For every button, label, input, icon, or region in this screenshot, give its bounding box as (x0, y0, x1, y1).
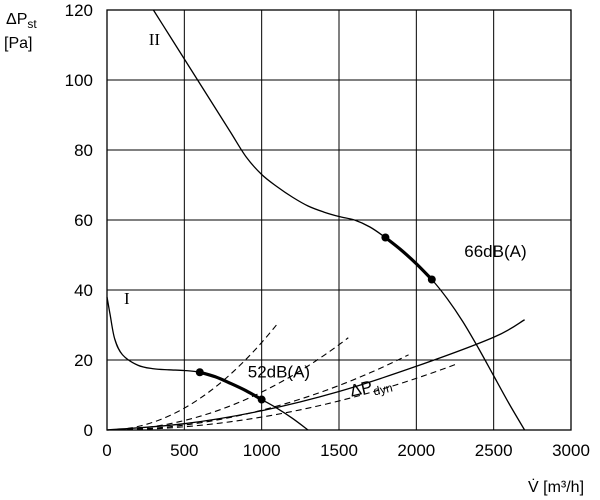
curve-label: II (149, 30, 161, 49)
highlight-segments (195, 233, 436, 404)
x-tick-label: 3000 (552, 441, 590, 460)
y-tick-label: 60 (74, 211, 93, 230)
fan-curve (106, 296, 309, 431)
plot-frame (106, 9, 572, 431)
operating-point (427, 275, 436, 284)
y-tick-label: 80 (74, 141, 93, 160)
system-curve (106, 337, 349, 431)
y-tick-label: 100 (65, 71, 93, 90)
y-tick-label: 20 (74, 351, 93, 370)
y-tick-label: 0 (84, 421, 93, 440)
dyn-pressure-label: ΔPdyn (348, 373, 394, 404)
y-axis-label: ΔPst (6, 11, 37, 31)
x-tick-label: 1500 (320, 441, 358, 460)
y-axis-symbol: ΔP (6, 11, 27, 28)
x-tick-label: 500 (170, 441, 198, 460)
noise-label: 66dB(A) (464, 242, 526, 261)
operating-point (195, 368, 204, 377)
fan-curves (106, 9, 526, 431)
y-axis-subscript: st (27, 17, 37, 31)
x-axis-label: V̇ [m³/h] (528, 478, 584, 496)
highlight-segment (199, 370, 263, 401)
grid (106, 9, 572, 431)
x-tick-label: 1000 (243, 441, 281, 460)
x-tick-label: 0 (102, 441, 111, 460)
system-curve (106, 363, 457, 431)
curve-label: I (124, 289, 130, 308)
y-tick-label: 120 (65, 1, 93, 20)
highlight-segment (384, 236, 433, 281)
fan-curve (106, 319, 525, 431)
noise-label: 52dB(A) (248, 363, 310, 382)
operating-point (257, 395, 266, 404)
y-axis-unit: [Pa] (4, 35, 32, 52)
fan-curve (152, 9, 526, 431)
tick-labels: 0 500 1000 1500 2000 2500 3000 0 20 40 60 80 100 120 (65, 1, 590, 460)
operating-point (381, 233, 390, 242)
x-tick-label: 2500 (475, 441, 513, 460)
system-curve (106, 323, 278, 431)
y-tick-label: 40 (74, 281, 93, 300)
x-tick-label: 2000 (397, 441, 435, 460)
